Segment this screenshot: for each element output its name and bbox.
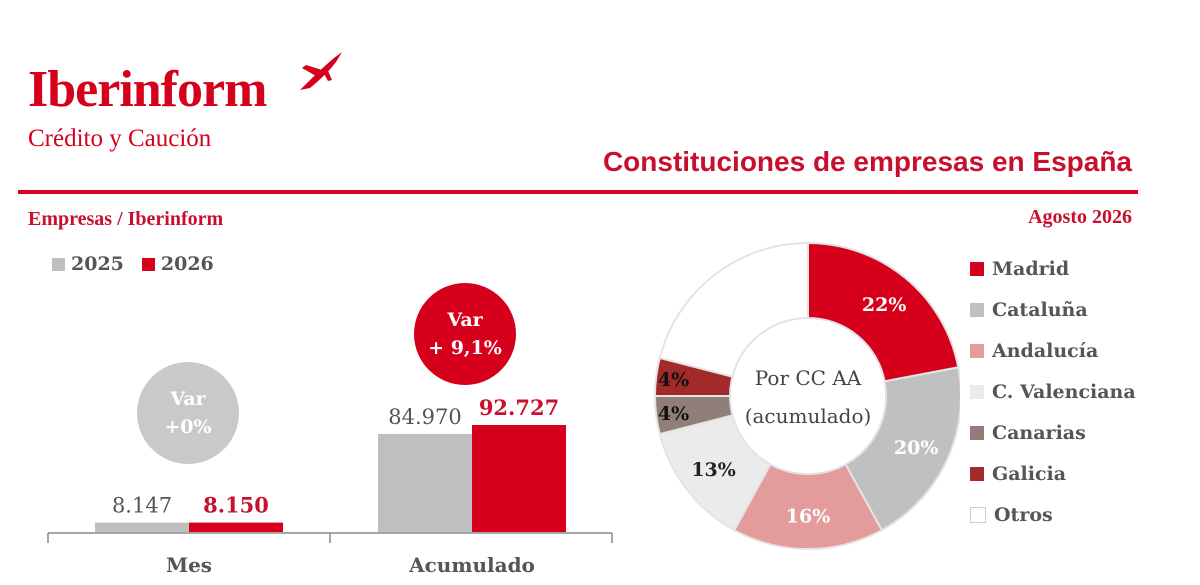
legend-swatch [970,261,984,276]
pie-legend: Madrid Cataluña Andalucía C. Valenciana Cana… [970,248,1136,535]
bar-mes-2025 [95,522,189,532]
legend-swatch [970,466,984,481]
bar-value-label: 84.970 [388,405,461,429]
pie-legend-item: C. Valenciana [970,371,1136,412]
pie-slice-label: 22% [862,294,907,316]
bar-acumulado-2025 [378,433,472,532]
bar-value-label: 8.147 [112,494,172,518]
x-tick-label: Mes [166,553,212,577]
bar-value-label: 92.727 [479,395,559,420]
x-tick-label: Acumulado [408,553,535,577]
logo-wordmark: Iberinform [28,61,267,118]
variation-badge-value: +0% [164,416,211,438]
legend-item-2025: 2025 [52,253,124,275]
pie-legend-item: Cataluña [970,289,1136,330]
title-divider [18,190,1138,194]
legend-label: Canarias [992,421,1086,444]
bar-legend: 2025 2026 [52,253,214,275]
legend-label: Galicia [992,462,1067,485]
pie-slice-catalu-a [844,366,960,532]
variation-badge-label: Var [446,309,483,331]
legend-swatch [970,425,984,440]
legend-swatch [970,506,986,523]
variation-badge [137,362,239,464]
page-title: Constituciones de empresas en España [602,146,1132,177]
variation-badge-label: Var [169,388,206,410]
legend-label: 2026 [160,253,214,275]
variation-badge [414,283,516,385]
legend-label: Otros [994,503,1053,526]
bar-acumulado-2026 [472,425,566,532]
legend-swatch [970,302,984,317]
airplane-logo-icon [300,52,342,90]
pie-slice-label: 16% [786,506,831,528]
pie-slice-label: 13% [691,459,736,481]
legend-item-2026: 2026 [141,253,214,275]
bar-value-label: 8.150 [203,493,269,518]
pie-slice-otros [658,241,809,378]
legend-label: C. Valenciana [992,380,1136,403]
pie-chart: 22% 20% 16% 13% 4% 4% Por CC AA (acumulado) [653,241,960,550]
pie-legend-item: Andalucía [970,330,1136,371]
pie-slice-label: 4% [658,369,689,391]
legend-swatch [52,257,65,271]
pie-slice-madrid [807,241,960,383]
legend-swatch [970,343,984,358]
legend-label: Cataluña [992,298,1088,321]
legend-label: Andalucía [992,339,1099,362]
pie-center-label-line2: (acumulado) [745,404,872,428]
legend-label: 2025 [71,253,124,275]
legend-swatch [970,384,984,399]
legend-swatch [141,257,155,271]
date-label: Agosto 2026 [1028,206,1132,228]
pie-center-label-line1: Por CC AA [755,366,862,390]
pie-slice-label: 20% [894,437,939,459]
bar-mes-2026 [189,522,283,532]
pie-legend-item: Galicia [970,453,1136,494]
pie-legend-item: Otros [970,494,1136,535]
legend-label: Madrid [992,257,1070,280]
pie-slice-label: 4% [658,403,689,425]
bar-chart-subtitle: Empresas / Iberinform [28,208,224,230]
logo-tagline: Crédito y Caución [28,125,212,152]
pie-legend-item: Madrid [970,248,1136,289]
bar-chart: 8.147 8.150 Mes Var +0% 84.970 92.727 Acumulado… [47,283,613,577]
pie-legend-item: Canarias [970,412,1136,453]
variation-badge-value: + 9,1% [428,337,502,359]
